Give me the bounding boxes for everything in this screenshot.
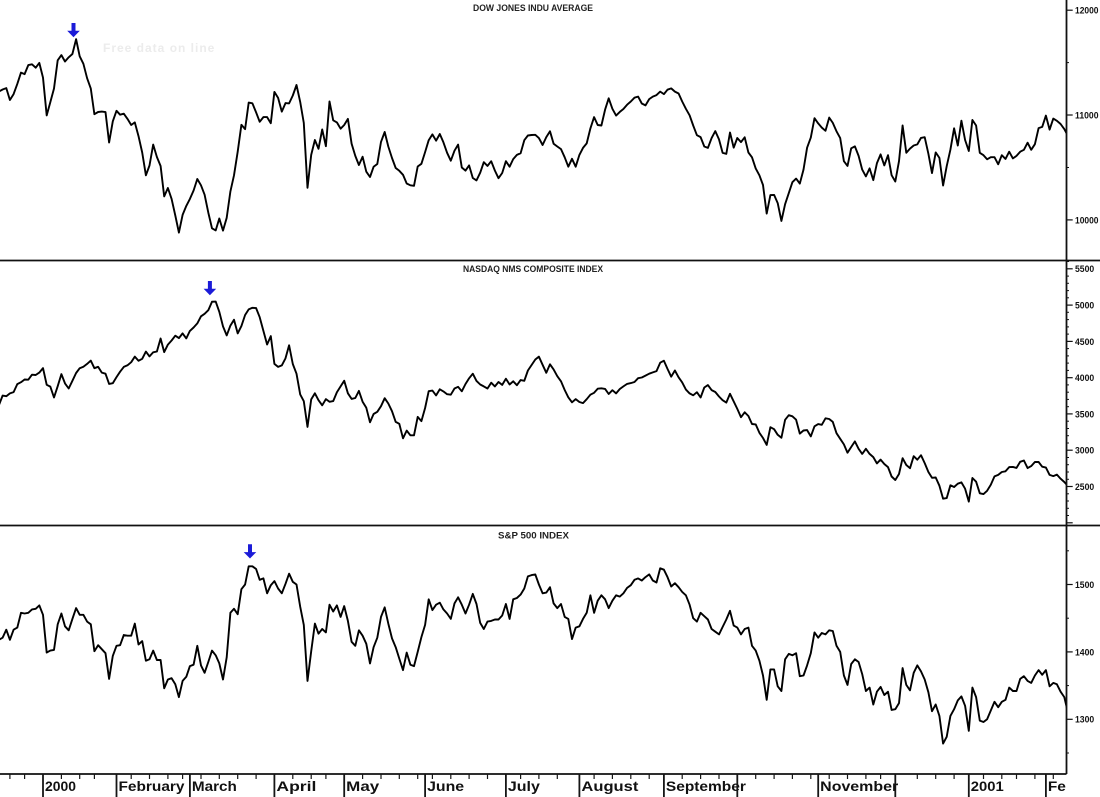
- svg-text:3500: 3500: [1075, 409, 1094, 420]
- svg-text:July: July: [508, 779, 541, 794]
- svg-text:DOW JONES INDU AVERAGE: DOW JONES INDU AVERAGE: [473, 3, 593, 13]
- svg-text:10000: 10000: [1075, 215, 1099, 226]
- svg-text:S&P 500 INDEX: S&P 500 INDEX: [498, 531, 569, 541]
- svg-text:November: November: [820, 779, 899, 794]
- svg-text:12000: 12000: [1075, 6, 1099, 17]
- svg-text:1500: 1500: [1075, 580, 1094, 591]
- svg-text:June: June: [427, 779, 465, 794]
- svg-text:Free data on line: Free data on line: [103, 41, 215, 55]
- svg-text:11000: 11000: [1075, 111, 1099, 122]
- svg-text:4500: 4500: [1075, 337, 1094, 348]
- svg-text:3000: 3000: [1075, 446, 1094, 457]
- svg-text:February: February: [1048, 779, 1100, 794]
- svg-text:February: February: [119, 779, 186, 794]
- svg-text:September: September: [666, 779, 747, 794]
- svg-text:March: March: [192, 779, 237, 794]
- svg-text:1300: 1300: [1075, 715, 1094, 726]
- svg-text:4000: 4000: [1075, 373, 1094, 384]
- svg-text:5000: 5000: [1075, 301, 1094, 312]
- svg-text:August: August: [581, 779, 639, 794]
- svg-text:2500: 2500: [1075, 482, 1094, 493]
- svg-text:5500: 5500: [1075, 264, 1094, 275]
- svg-text:NASDAQ NMS COMPOSITE INDEX: NASDAQ NMS COMPOSITE INDEX: [463, 264, 603, 274]
- svg-text:May: May: [346, 779, 380, 794]
- svg-text:2000: 2000: [45, 779, 76, 794]
- svg-text:2001: 2001: [971, 779, 1005, 794]
- svg-text:1400: 1400: [1075, 647, 1094, 658]
- svg-text:April: April: [276, 779, 316, 794]
